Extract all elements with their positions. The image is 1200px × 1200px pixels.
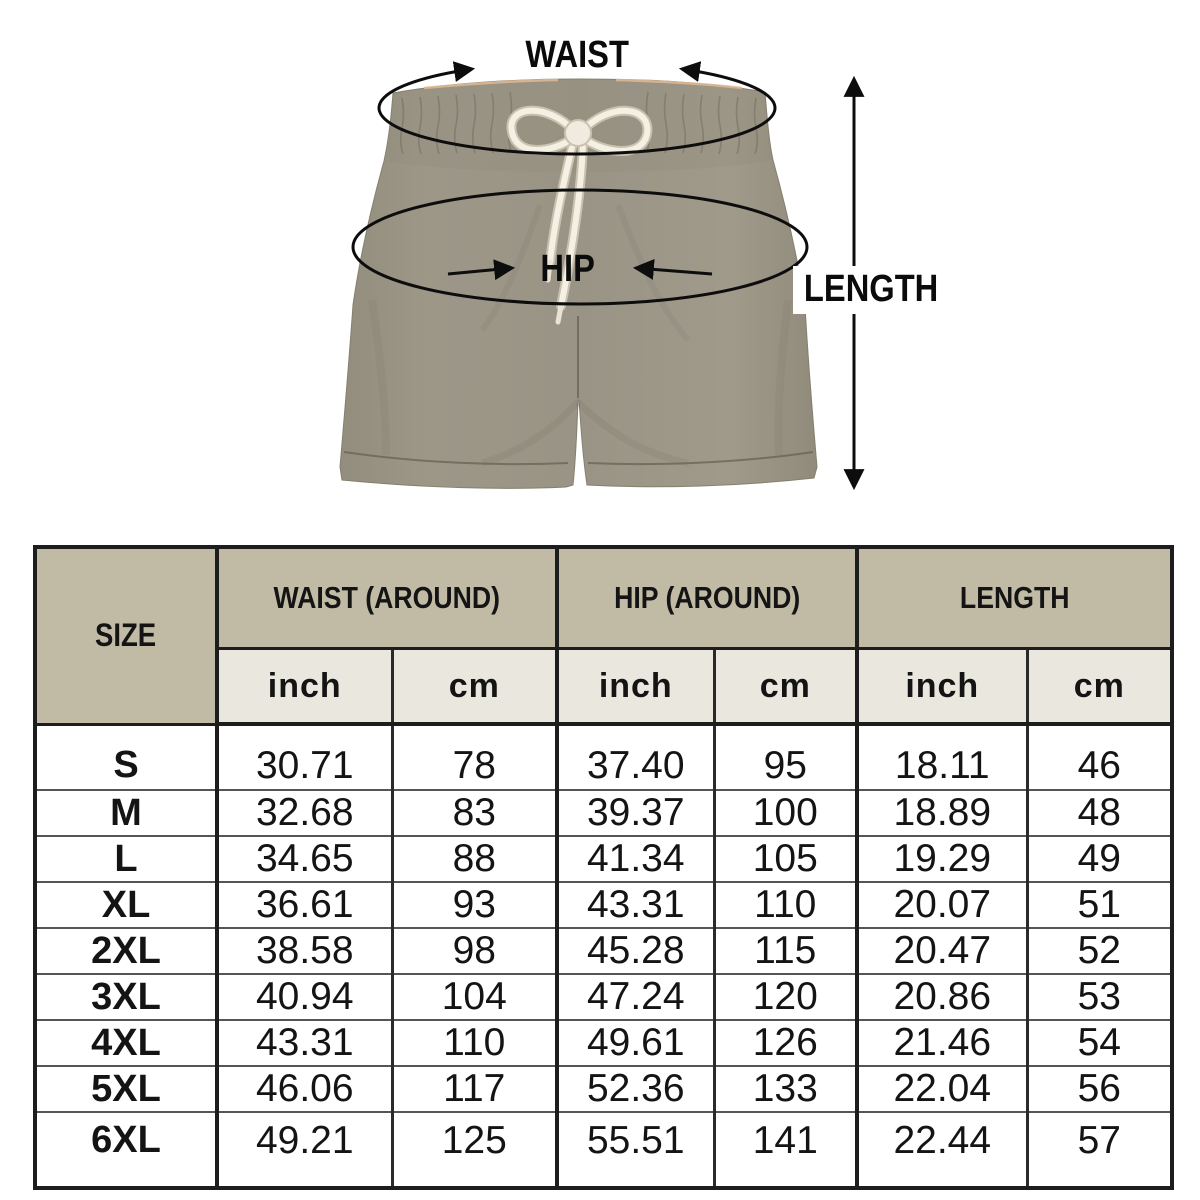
length-inch-header: inch [855,648,1028,726]
table-row-2xl: 2XL 38.58 98 45.28 115 20.47 52 [35,927,1173,974]
waist-measure-arc [377,61,777,156]
hip-group-header: HIP (AROUND) [555,547,858,650]
value-cell: 20.86 [855,973,1028,1020]
table-row-6xl: 6XL 49.21 125 55.51 141 22.44 57 [35,1111,1173,1188]
table-row-3xl: 3XL 40.94 104 47.24 120 20.86 53 [35,973,1173,1020]
value-cell: 21.46 [855,1019,1028,1066]
value-cell: 53 [1025,973,1173,1020]
size-cell: L [35,835,217,882]
length-label: LENGTH [793,266,938,314]
value-cell: 22.44 [855,1111,1028,1188]
value-cell: 93 [390,881,558,928]
length-cm-header: cm [1025,648,1173,726]
value-cell: 22.04 [855,1065,1028,1112]
value-cell: 110 [390,1019,558,1066]
waist-label: WAIST [525,34,630,76]
length-group-header: LENGTH [855,547,1173,650]
hip-cm-header: cm [712,648,858,726]
value-cell: 100 [712,789,858,836]
value-cell: 30.71 [215,723,392,790]
size-table: SIZE WAIST (AROUND) HIP (AROUND) LENGTH … [33,545,1175,1190]
value-cell: 49 [1025,835,1173,882]
waist-group-header: WAIST (AROUND) [214,547,558,650]
right-hem-stitch [587,451,814,466]
value-cell: 20.47 [855,927,1028,974]
value-cell: 78 [390,723,558,790]
table-row-m: M 32.68 83 39.37 100 18.89 48 [35,789,1173,836]
value-cell: 36.61 [215,881,392,928]
value-cell: 52 [1025,927,1173,974]
value-cell: 45.28 [555,927,715,974]
waist-inch-header: inch [215,648,392,726]
value-cell: 52.36 [555,1065,715,1112]
value-cell: 19.29 [855,835,1028,882]
value-cell: 56 [1025,1065,1173,1112]
hip-inch-header: inch [555,648,715,726]
value-cell: 38.58 [215,927,392,974]
table-row-s: S 30.71 78 37.40 95 18.11 46 [35,723,1173,790]
value-cell: 110 [712,881,858,928]
hip-label: HIP [540,248,595,290]
value-cell: 141 [712,1111,858,1188]
value-cell: 120 [712,973,858,1020]
waist-cm-header: cm [390,648,558,726]
value-cell: 88 [390,835,558,882]
value-cell: 46.06 [215,1065,392,1112]
value-cell: 57 [1025,1111,1173,1188]
table-row-l: L 34.65 88 41.34 105 19.29 49 [35,835,1173,882]
drawstring [506,105,653,325]
size-cell: S [35,723,217,790]
table-unit-header-row: inch cm inch cm inch cm [35,648,1173,726]
value-cell: 83 [390,789,558,836]
value-cell: 105 [712,835,858,882]
shorts-measurement-diagram [339,61,865,491]
shorts-illustration [339,78,818,489]
value-cell: 43.31 [555,881,715,928]
size-column-header: SIZE [35,547,219,726]
value-cell: 18.89 [855,789,1028,836]
value-cell: 126 [712,1019,858,1066]
value-cell: 47.24 [555,973,715,1020]
size-cell: 3XL [35,973,217,1020]
value-cell: 18.11 [855,723,1028,790]
size-cell: M [35,789,217,836]
size-cell: 4XL [35,1019,217,1066]
value-cell: 41.34 [555,835,715,882]
table-group-header-row: SIZE WAIST (AROUND) HIP (AROUND) LENGTH [35,547,1173,726]
value-cell: 32.68 [215,789,392,836]
value-cell: 55.51 [555,1111,715,1188]
value-cell: 133 [712,1065,858,1112]
value-cell: 51 [1025,881,1173,928]
value-cell: 95 [712,723,858,790]
size-cell: 5XL [35,1065,217,1112]
value-cell: 48 [1025,789,1173,836]
value-cell: 46 [1025,723,1173,790]
table-row-xl: XL 36.61 93 43.31 110 20.07 51 [35,881,1173,928]
shorts-body [339,78,818,489]
table-row-5xl: 5XL 46.06 117 52.36 133 22.04 56 [35,1065,1173,1112]
hip-arrow-left [447,259,516,281]
hip-measure-ellipse [351,188,809,306]
value-cell: 49.21 [215,1111,392,1188]
value-cell: 20.07 [855,881,1028,928]
value-cell: 37.40 [555,723,715,790]
value-cell: 43.31 [215,1019,392,1066]
value-cell: 40.94 [215,973,392,1020]
value-cell: 34.65 [215,835,392,882]
value-cell: 98 [390,927,558,974]
value-cell: 49.61 [555,1019,715,1066]
value-cell: 125 [390,1111,558,1188]
hip-arrow-right [632,258,713,280]
size-cell: 2XL [35,927,217,974]
value-cell: 104 [390,973,558,1020]
value-cell: 115 [712,927,858,974]
size-cell: 6XL [35,1111,217,1188]
value-cell: 39.37 [555,789,715,836]
left-hem-stitch [343,451,569,466]
value-cell: 54 [1025,1019,1173,1066]
size-cell: XL [35,881,217,928]
value-cell: 117 [390,1065,558,1112]
table-row-4xl: 4XL 43.31 110 49.61 126 21.46 54 [35,1019,1173,1066]
